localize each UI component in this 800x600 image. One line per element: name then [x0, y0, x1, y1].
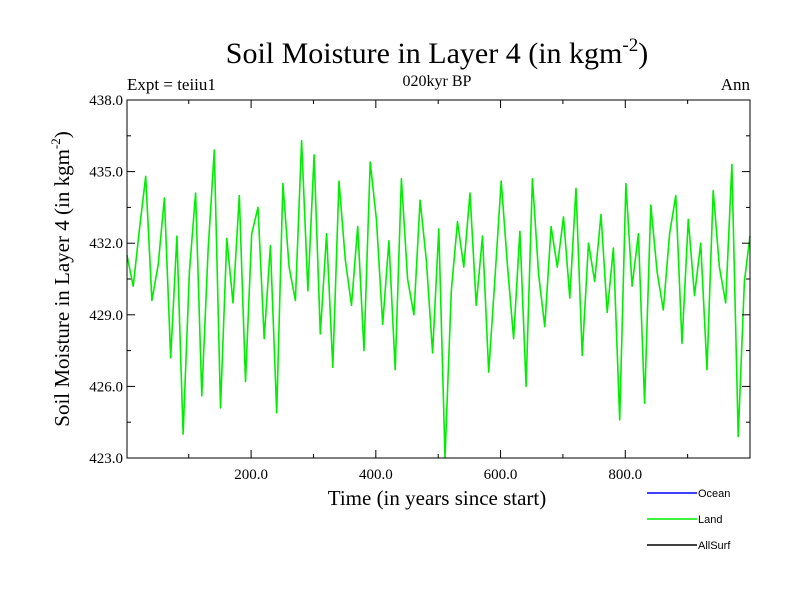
y-axis-label: Soil Moisture in Layer 4 (in kgm-2) [48, 131, 74, 426]
legend-label-ocean: Ocean [698, 488, 730, 500]
y-tick-label: 438.0 [89, 93, 123, 109]
x-axis-label: Time (in years since start) [328, 486, 547, 510]
season-label: Ann [721, 75, 751, 94]
y-tick-label: 426.0 [89, 379, 123, 395]
chart-subtitle: 020kyr BP [403, 73, 472, 90]
experiment-label: Expt = teiiu1 [127, 75, 216, 94]
y-tick-label: 432.0 [89, 236, 123, 252]
y-tick-label: 423.0 [89, 451, 123, 467]
chart-title: Soil Moisture in Layer 4 (in kgm-2) [226, 35, 648, 70]
x-axis-ticks: 200.0 400.0 600.0 800.0 [188, 100, 689, 483]
legend-label-allsurf: AllSurf [698, 540, 731, 552]
legend-label-land: Land [698, 514, 722, 526]
x-tick-label: 600.0 [484, 467, 518, 483]
y-axis-ticks: 423.0 426.0 429.0 432.0 435.0 438.0 [89, 93, 750, 467]
y-tick-label: 429.0 [89, 308, 123, 324]
x-tick-label: 400.0 [359, 467, 393, 483]
x-tick-label: 200.0 [234, 467, 268, 483]
series-line-land [126, 139, 751, 459]
plot-area [126, 139, 751, 459]
y-tick-label: 435.0 [89, 165, 123, 181]
legend: Ocean Land AllSurf [647, 488, 731, 552]
x-tick-label: 800.0 [608, 467, 642, 483]
